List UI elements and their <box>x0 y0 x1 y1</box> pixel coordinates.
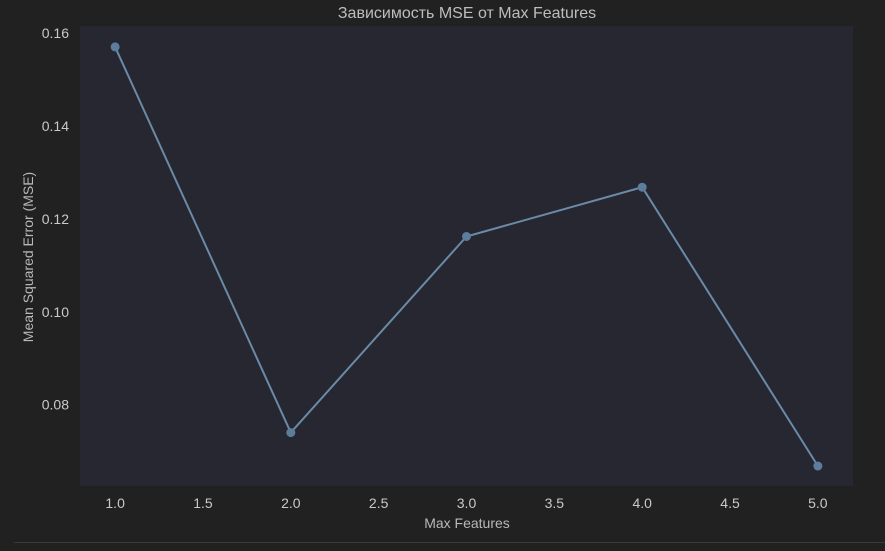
y-tick-label: 0.16 <box>42 25 69 41</box>
y-tick-labels: 0.08 0.10 0.12 0.14 0.16 <box>42 25 69 413</box>
y-tick-label: 0.14 <box>42 118 69 134</box>
data-point <box>286 428 296 438</box>
x-axis-label: Max Features <box>424 515 510 531</box>
x-tick-label: 3.0 <box>457 495 477 511</box>
y-tick-label: 0.12 <box>42 211 69 227</box>
data-point <box>813 461 823 471</box>
data-point <box>110 42 120 52</box>
x-tick-labels: 1.0 1.5 2.0 2.5 3.0 3.5 4.0 4.5 5.0 <box>105 495 827 511</box>
x-tick-label: 2.5 <box>369 495 389 511</box>
chart-title: Зависимость MSE от Max Features <box>338 5 596 22</box>
data-point <box>462 231 471 241</box>
x-tick-label: 2.0 <box>281 495 301 511</box>
x-tick-label: 5.0 <box>808 495 828 511</box>
x-tick-label: 3.5 <box>545 495 565 511</box>
x-tick-label: 4.0 <box>632 495 652 511</box>
x-tick-label: 1.0 <box>105 495 125 511</box>
y-tick-label: 0.08 <box>42 397 69 413</box>
x-tick-label: 4.5 <box>720 495 740 511</box>
data-point <box>637 182 647 192</box>
series-layer <box>110 42 823 471</box>
plot-area <box>80 26 853 486</box>
x-tick-label: 1.5 <box>193 495 213 511</box>
y-tick-label: 0.10 <box>42 304 69 320</box>
y-axis-label: Mean Squared Error (MSE) <box>20 172 36 342</box>
bottom-divider <box>14 542 885 543</box>
